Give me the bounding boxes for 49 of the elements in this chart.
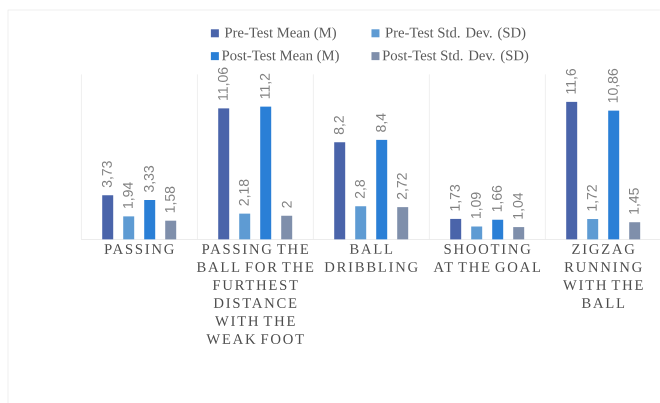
bar — [608, 110, 620, 240]
legend-label: Post-Test Std. Dev. (SD) — [382, 50, 528, 64]
bar — [218, 108, 230, 240]
bar — [629, 222, 640, 240]
data-label: 8,4 — [376, 113, 388, 132]
data-label: 3,33 — [144, 166, 156, 192]
data-label: 2 — [282, 201, 292, 208]
bar — [239, 214, 250, 240]
legend-label: Pre-Test Std. Dev. (SD) — [385, 27, 526, 40]
legend-label: Pre-Test Mean (M) — [224, 27, 336, 40]
data-label: 1,58 — [164, 186, 176, 212]
bar — [513, 227, 524, 240]
data-label: 2,8 — [354, 180, 366, 198]
bar — [334, 142, 346, 240]
bar — [450, 218, 462, 240]
bar — [587, 219, 598, 240]
data-label: 1,04 — [512, 192, 524, 219]
x-tick-label: PASSING — [104, 244, 174, 254]
data-label: 1,66 — [492, 186, 504, 212]
bar — [355, 206, 366, 240]
data-label: 2,72 — [396, 173, 408, 200]
legend-label: Post-Test Mean (M) — [222, 50, 339, 64]
bar — [165, 220, 176, 240]
bar — [471, 226, 482, 240]
data-label: 11,2 — [260, 74, 272, 98]
data-label: 1,94 — [122, 182, 134, 208]
data-label: 1,45 — [628, 188, 640, 214]
data-label: 2,18 — [238, 180, 250, 206]
data-label: 1,72 — [586, 185, 598, 211]
bar — [123, 216, 134, 240]
data-label: 11,06 — [218, 68, 230, 100]
x-tick-label: PASSING THE BALL FOR THE FURTHEST DISTANCE WITH THE WEAK FOOT — [196, 244, 314, 344]
bar — [102, 195, 114, 240]
data-label: 1,09 — [470, 192, 482, 218]
bar — [144, 200, 156, 240]
bar — [281, 216, 292, 240]
data-label: 11,6 — [566, 68, 578, 94]
x-tick-label: BALL DRIBBLING — [324, 244, 418, 272]
bar — [492, 220, 504, 240]
bar — [566, 102, 578, 240]
x-tick-label: ZIGZAG RUNNING WITH THE BALL — [562, 244, 643, 308]
bar — [397, 207, 408, 240]
data-label: 10,86 — [608, 68, 620, 102]
data-label: 3,73 — [102, 161, 114, 188]
x-tick-label: SHOOTING AT THE GOAL — [434, 244, 540, 272]
data-label: 1,73 — [450, 184, 462, 210]
data-label: 8,2 — [334, 116, 346, 134]
bar — [260, 106, 272, 240]
bar — [376, 140, 388, 240]
